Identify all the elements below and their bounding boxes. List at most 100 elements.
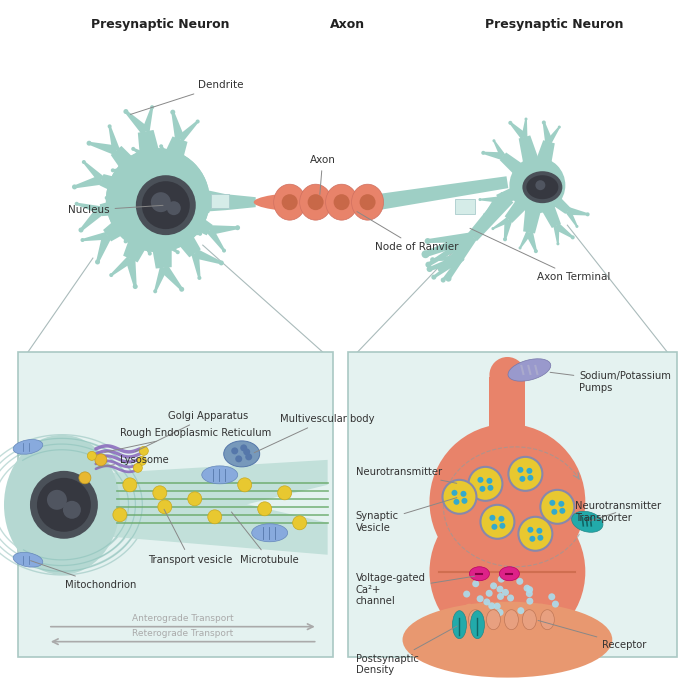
Circle shape	[541, 120, 546, 125]
Polygon shape	[171, 112, 185, 141]
Circle shape	[526, 468, 532, 474]
Circle shape	[461, 498, 468, 504]
Circle shape	[486, 590, 493, 596]
Ellipse shape	[523, 610, 537, 630]
Polygon shape	[177, 120, 198, 142]
Polygon shape	[504, 219, 512, 239]
Polygon shape	[112, 473, 328, 555]
Text: Presynaptic Neuron: Presynaptic Neuron	[90, 18, 229, 31]
Circle shape	[454, 499, 459, 505]
Polygon shape	[546, 127, 560, 143]
Polygon shape	[496, 177, 541, 204]
Ellipse shape	[7, 440, 117, 570]
Ellipse shape	[468, 610, 482, 630]
Circle shape	[151, 192, 171, 212]
Text: Nucleus: Nucleus	[68, 205, 163, 215]
Polygon shape	[138, 130, 172, 203]
Circle shape	[530, 536, 535, 541]
Polygon shape	[493, 217, 510, 230]
Circle shape	[556, 242, 560, 245]
Polygon shape	[429, 253, 464, 271]
Circle shape	[196, 120, 200, 123]
Circle shape	[498, 516, 505, 522]
Polygon shape	[525, 231, 537, 251]
Polygon shape	[519, 136, 547, 188]
Ellipse shape	[402, 602, 612, 678]
Polygon shape	[529, 182, 561, 228]
Circle shape	[79, 472, 91, 484]
Polygon shape	[447, 235, 477, 280]
Circle shape	[159, 144, 163, 148]
Polygon shape	[425, 232, 474, 257]
Circle shape	[231, 448, 238, 454]
Ellipse shape	[469, 567, 489, 580]
Circle shape	[106, 148, 209, 252]
Circle shape	[585, 212, 590, 216]
Circle shape	[79, 228, 84, 232]
Circle shape	[74, 202, 79, 206]
Circle shape	[516, 578, 523, 585]
Circle shape	[167, 201, 181, 215]
Circle shape	[104, 196, 109, 200]
Circle shape	[510, 158, 564, 212]
Polygon shape	[112, 460, 328, 537]
Circle shape	[468, 467, 503, 501]
Circle shape	[441, 278, 445, 283]
Circle shape	[576, 225, 578, 228]
FancyBboxPatch shape	[455, 199, 475, 214]
Circle shape	[483, 213, 487, 217]
Polygon shape	[125, 111, 149, 135]
Circle shape	[519, 476, 525, 482]
Circle shape	[497, 593, 504, 600]
FancyBboxPatch shape	[18, 352, 333, 656]
Circle shape	[552, 601, 559, 608]
Circle shape	[463, 591, 470, 598]
Circle shape	[171, 110, 175, 115]
Circle shape	[523, 585, 530, 592]
Text: Transport vesicle: Transport vesicle	[148, 509, 232, 564]
Circle shape	[537, 535, 544, 541]
Polygon shape	[160, 145, 175, 166]
Polygon shape	[432, 254, 463, 261]
Circle shape	[508, 457, 542, 491]
Circle shape	[500, 523, 505, 529]
Circle shape	[179, 287, 184, 292]
Circle shape	[139, 446, 148, 455]
Circle shape	[137, 457, 146, 466]
Circle shape	[158, 500, 172, 514]
Circle shape	[153, 290, 157, 293]
Circle shape	[124, 239, 127, 244]
Polygon shape	[567, 207, 588, 216]
Circle shape	[222, 248, 226, 253]
Ellipse shape	[477, 603, 498, 640]
Circle shape	[88, 452, 96, 460]
Polygon shape	[133, 148, 152, 162]
Circle shape	[430, 258, 435, 262]
Circle shape	[526, 590, 533, 597]
Circle shape	[175, 251, 180, 254]
Polygon shape	[532, 179, 571, 214]
Text: Microtubule: Microtubule	[232, 512, 299, 564]
Circle shape	[498, 576, 505, 583]
Circle shape	[95, 260, 100, 264]
Polygon shape	[160, 264, 183, 290]
Polygon shape	[377, 176, 508, 210]
Circle shape	[480, 505, 514, 539]
Polygon shape	[100, 189, 160, 216]
Polygon shape	[113, 166, 133, 174]
Ellipse shape	[223, 441, 260, 467]
Polygon shape	[188, 210, 208, 222]
Text: Presynaptic Neuron: Presynaptic Neuron	[485, 18, 624, 31]
Circle shape	[558, 501, 564, 507]
Ellipse shape	[531, 603, 551, 640]
Circle shape	[86, 141, 92, 145]
Text: Neurotransmitter: Neurotransmitter	[356, 467, 457, 483]
Circle shape	[477, 477, 484, 483]
Circle shape	[560, 508, 565, 514]
Circle shape	[496, 609, 503, 616]
Circle shape	[360, 194, 376, 210]
Ellipse shape	[13, 439, 42, 454]
Circle shape	[136, 175, 196, 235]
Circle shape	[108, 125, 111, 128]
Circle shape	[496, 586, 503, 593]
